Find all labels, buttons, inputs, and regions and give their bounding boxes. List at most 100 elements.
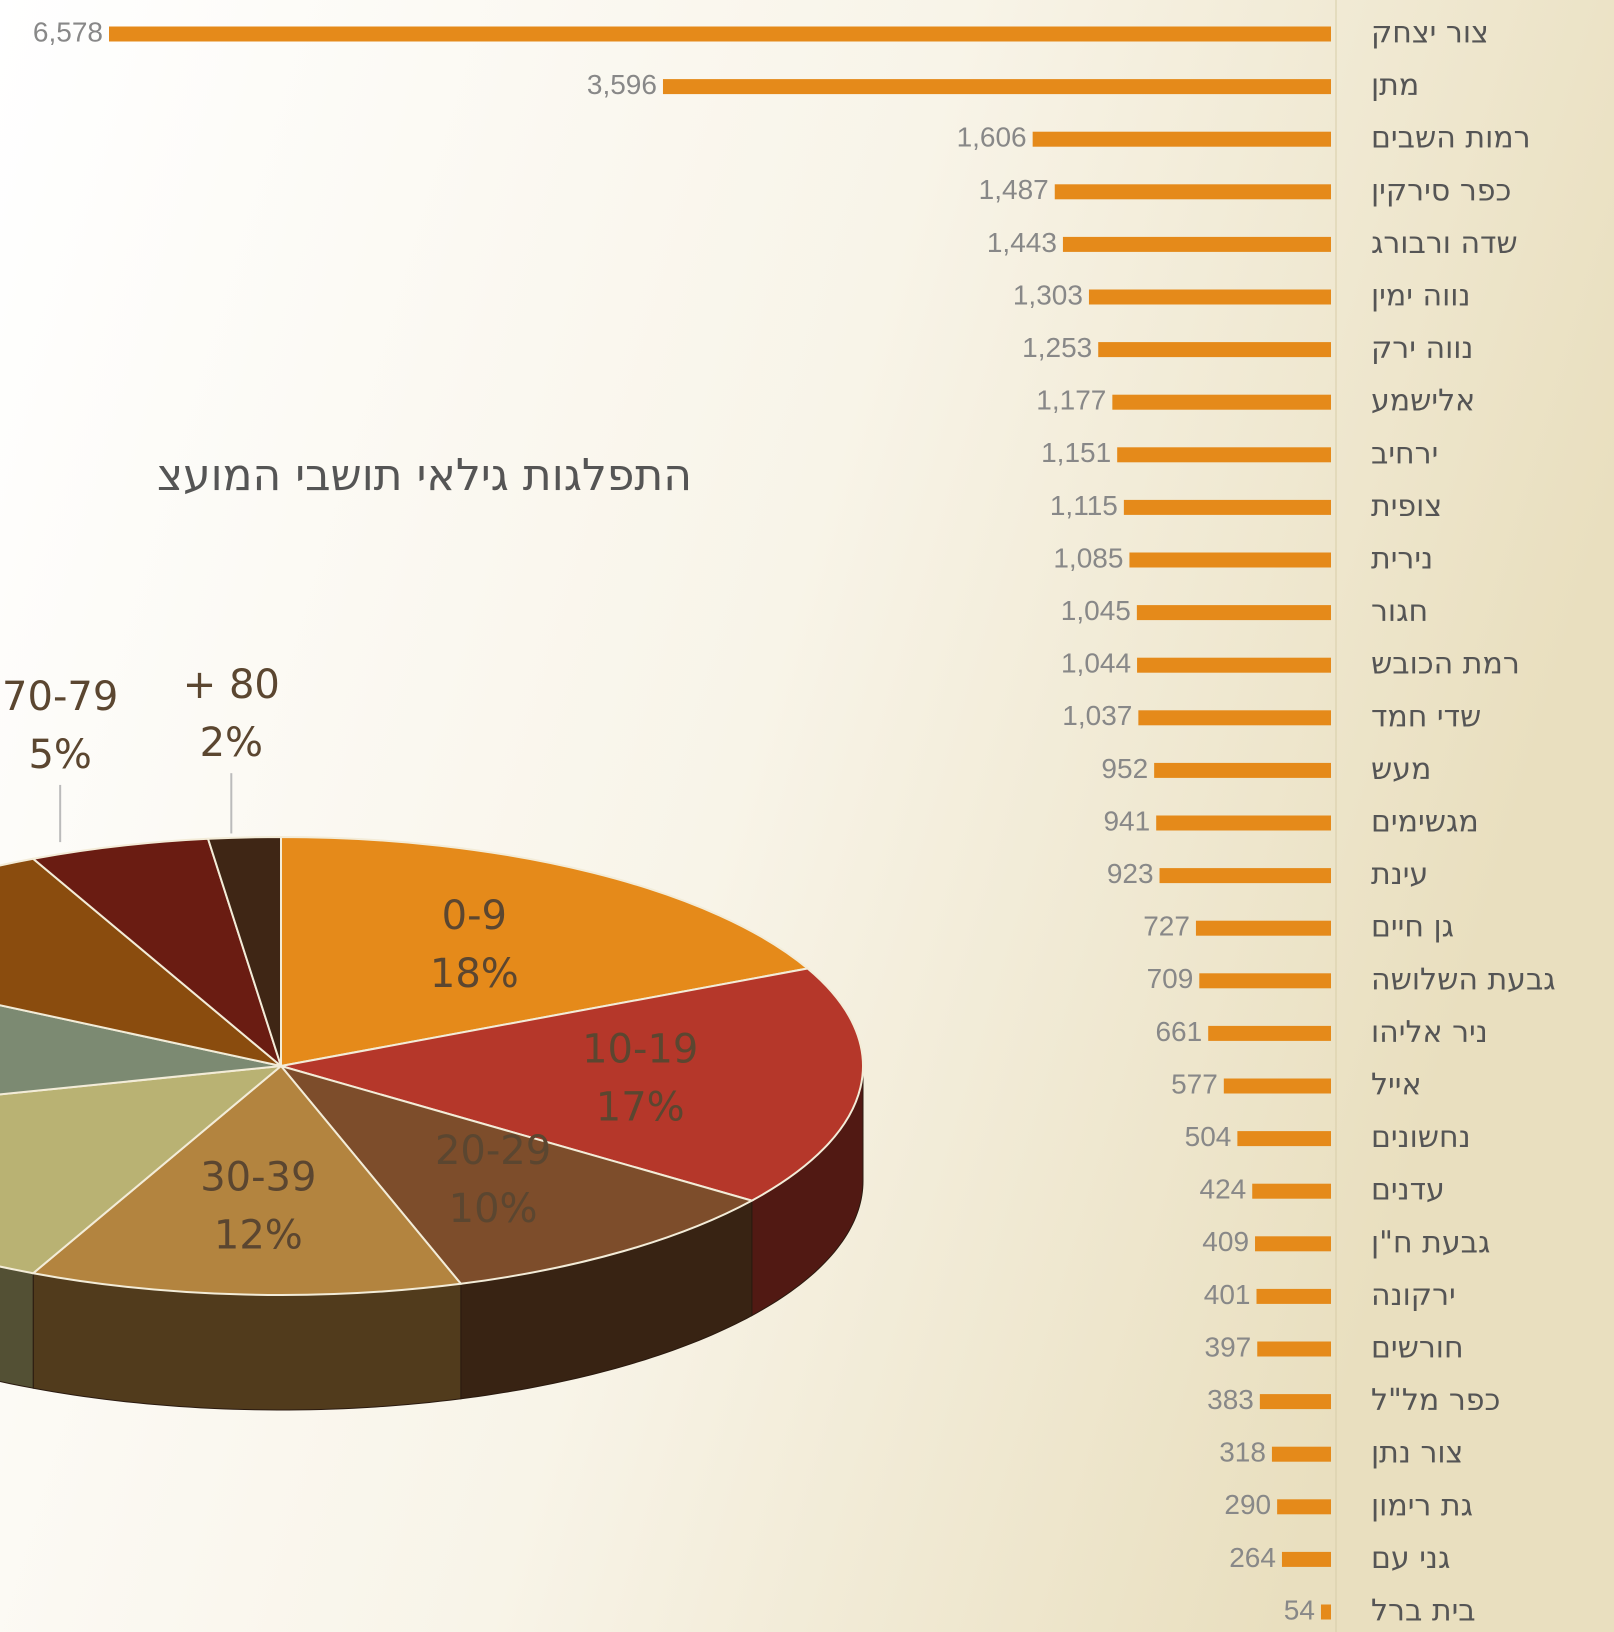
bar (1259, 1394, 1331, 1410)
bar (1154, 762, 1331, 778)
category-label: כפר מל"ל (1371, 1383, 1500, 1418)
category-label: גן חיים (1371, 910, 1454, 945)
category-label: גני עם (1371, 1541, 1450, 1576)
bar (1255, 1236, 1331, 1252)
bar (1199, 973, 1331, 989)
pie-slice (0, 1004, 282, 1096)
value-label: 504 (1185, 1121, 1232, 1152)
category-label: נירית (1371, 542, 1433, 577)
category-label: צופית (1371, 489, 1442, 524)
pie-value-label: 17% (596, 1084, 685, 1130)
category-label: רמת הכובש (1371, 647, 1520, 682)
pie-category-label: 30-39 (200, 1155, 316, 1201)
value-label: 383 (1207, 1384, 1254, 1415)
value-label: 1,487 (979, 174, 1049, 205)
value-label: 401 (1204, 1279, 1251, 1310)
value-label: 1,085 (1053, 542, 1123, 573)
category-label: אלישמע (1371, 384, 1475, 419)
pie-value-label: 12% (214, 1213, 303, 1259)
bar (1054, 184, 1331, 200)
category-label: גת רימון (1371, 1488, 1473, 1523)
category-label: אייל (1371, 1068, 1422, 1103)
pie-slice (206, 835, 282, 1067)
value-label: 1,303 (1013, 279, 1083, 310)
bar (1088, 289, 1331, 305)
category-label: מתן (1371, 68, 1419, 103)
bar (1277, 1499, 1331, 1515)
pie-slice (280, 835, 810, 1068)
value-label: 661 (1155, 1016, 1202, 1047)
pie-category-label: 20-29 (435, 1128, 551, 1174)
bar (1136, 605, 1331, 621)
bar (1195, 920, 1331, 936)
bar (1271, 1446, 1331, 1462)
bar (1252, 1183, 1331, 1199)
value-label: 577 (1171, 1068, 1218, 1099)
category-label: צור נתן (1371, 1436, 1463, 1471)
category-label: ניר אליהו (1371, 1015, 1488, 1050)
pie-slice (0, 1064, 285, 1275)
pie-value-label: 2% (200, 720, 263, 766)
bar (1137, 657, 1331, 673)
category-label: גבעת השלושה (1371, 962, 1556, 997)
bar (662, 79, 1331, 95)
category-label: נחשונים (1371, 1120, 1471, 1155)
bar (1257, 1341, 1331, 1357)
bar (109, 26, 1331, 42)
category-label: מגשימים (1371, 805, 1479, 840)
pie-slice (0, 857, 282, 1067)
pie-slice (278, 1064, 755, 1285)
value-label: 290 (1224, 1489, 1271, 1520)
value-label: 424 (1200, 1174, 1247, 1205)
bar (1159, 868, 1331, 884)
value-label: 1,606 (957, 122, 1027, 153)
value-label: 1,115 (1050, 490, 1118, 521)
value-label: 709 (1147, 963, 1194, 994)
value-label: 1,443 (987, 227, 1057, 258)
value-label: 1,045 (1061, 595, 1131, 626)
value-label: 3,596 (587, 69, 657, 100)
pie-title: התפלגות גילאי תושבי המועצ (157, 450, 692, 501)
value-label: 409 (1202, 1226, 1249, 1257)
category-label: ירקונה (1371, 1278, 1456, 1313)
bar (1208, 1025, 1331, 1041)
category-label: שדי חמד (1371, 699, 1481, 734)
bar (1032, 131, 1331, 147)
pie-slice (280, 967, 864, 1202)
category-label: מעש (1371, 752, 1431, 787)
pie-slice (30, 837, 284, 1069)
value-label: 952 (1101, 753, 1148, 784)
value-label: 397 (1205, 1331, 1252, 1362)
bar (1156, 815, 1331, 831)
pie-value-label: 10% (449, 1186, 538, 1232)
pie-value-label: 18% (430, 951, 519, 997)
value-label: 727 (1143, 911, 1190, 942)
value-label: 1,253 (1022, 332, 1092, 363)
category-label: חגור (1371, 594, 1428, 629)
pie-category-label: 10-19 (582, 1026, 698, 1072)
pie-category-label: 70-79 (2, 674, 118, 720)
value-label: 941 (1103, 805, 1150, 836)
bar (1281, 1551, 1331, 1567)
pie-category-label: 0-9 (442, 893, 507, 939)
value-label: 6,578 (33, 16, 103, 47)
category-label: ירחיב (1371, 436, 1438, 471)
value-label: 923 (1107, 858, 1154, 889)
bar (1256, 1288, 1331, 1304)
value-label: 318 (1219, 1437, 1266, 1468)
pie-category-label: + 80 (183, 662, 280, 708)
value-label: 1,177 (1036, 385, 1106, 416)
pie-slice (30, 1064, 463, 1296)
category-label: נווה ימין (1371, 279, 1470, 314)
bar (1129, 552, 1331, 568)
value-label: 264 (1229, 1542, 1276, 1573)
pie-side (0, 1266, 34, 1389)
category-label: גבעת ח"ן (1371, 1225, 1490, 1260)
bar (1320, 1604, 1331, 1620)
bar (1062, 236, 1331, 252)
bar (1098, 342, 1331, 358)
value-label: 1,044 (1061, 648, 1131, 679)
category-label: חורשים (1371, 1331, 1464, 1366)
category-label: נווה ירק (1371, 331, 1473, 366)
